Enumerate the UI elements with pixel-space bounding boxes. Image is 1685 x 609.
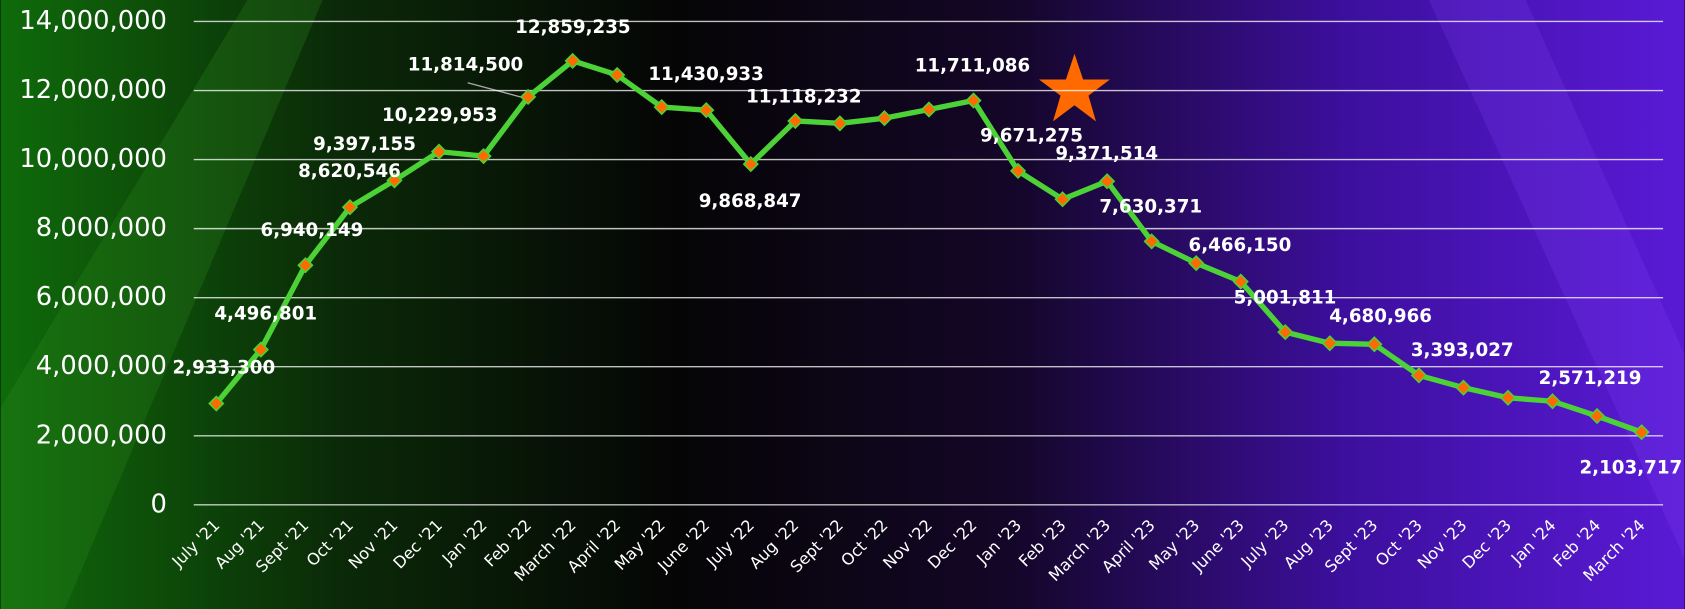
y-tick-label: 2,000,000	[36, 420, 167, 450]
data-label: 7,630,371	[1099, 196, 1202, 217]
data-marker	[519, 88, 537, 106]
data-marker	[430, 143, 448, 160]
data-marker	[1321, 335, 1338, 352]
background-stripe	[0, 0, 323, 609]
data-marker	[1410, 367, 1428, 384]
y-tick-label: 14,000,000	[19, 6, 167, 36]
data-label: 4,496,801	[214, 304, 317, 325]
data-label: 2,571,219	[1539, 368, 1642, 389]
y-tick-label: 8,000,000	[36, 213, 167, 243]
data-label: 6,466,150	[1189, 235, 1292, 256]
data-marker	[386, 172, 403, 189]
y-tick-label: 12,000,000	[19, 75, 167, 105]
data-marker	[787, 112, 804, 130]
data-label: 11,118,232	[746, 87, 861, 108]
y-tick-label: 6,000,000	[36, 282, 167, 312]
data-marker	[698, 102, 715, 119]
data-label: 4,680,966	[1329, 306, 1432, 327]
data-marker	[475, 148, 492, 165]
data-marker	[1054, 191, 1071, 208]
data-marker	[653, 98, 670, 116]
data-marker	[1232, 273, 1249, 290]
data-label: 9,371,514	[1055, 144, 1158, 165]
data-label: 9,397,155	[313, 134, 416, 155]
data-marker	[564, 52, 581, 69]
data-marker	[876, 110, 893, 127]
data-marker	[1188, 255, 1205, 272]
data-marker	[965, 92, 982, 109]
data-label: 9,868,847	[699, 191, 802, 212]
data-marker	[297, 257, 314, 274]
data-label: 11,430,933	[648, 64, 763, 85]
data-marker	[1633, 424, 1650, 441]
data-marker	[609, 66, 626, 84]
data-label: 2,933,300	[172, 357, 275, 378]
data-label: 8,620,546	[298, 161, 401, 182]
data-label: 6,940,149	[261, 220, 364, 241]
star-icon	[1039, 53, 1110, 122]
data-marker	[1143, 233, 1160, 250]
data-marker	[1499, 389, 1517, 406]
data-marker	[1277, 324, 1294, 341]
data-marker	[341, 199, 359, 216]
background-stripe	[1428, 0, 1685, 559]
data-label: 11,711,086	[915, 56, 1030, 77]
data-label: 11,814,500	[408, 55, 523, 76]
y-tick-label: 4,000,000	[36, 351, 167, 381]
data-label: 3,393,027	[1411, 340, 1514, 361]
data-marker	[1099, 173, 1116, 190]
data-label: 9,671,275	[980, 125, 1083, 146]
data-label: 12,859,235	[515, 17, 630, 38]
y-tick-label: 0	[151, 489, 167, 519]
data-marker	[208, 395, 225, 412]
data-label: 10,229,953	[382, 105, 497, 126]
data-marker	[1544, 393, 1561, 410]
data-marker	[1009, 162, 1027, 180]
data-label: 5,001,811	[1234, 288, 1337, 309]
data-marker	[1366, 336, 1383, 353]
data-label: 2,103,717	[1579, 457, 1682, 478]
data-marker	[920, 101, 938, 118]
data-marker	[742, 155, 759, 173]
y-tick-label: 10,000,000	[19, 144, 167, 174]
data-marker	[252, 341, 269, 358]
data-marker	[831, 115, 849, 132]
data-marker	[1455, 379, 1472, 396]
data-marker	[1588, 407, 1606, 425]
